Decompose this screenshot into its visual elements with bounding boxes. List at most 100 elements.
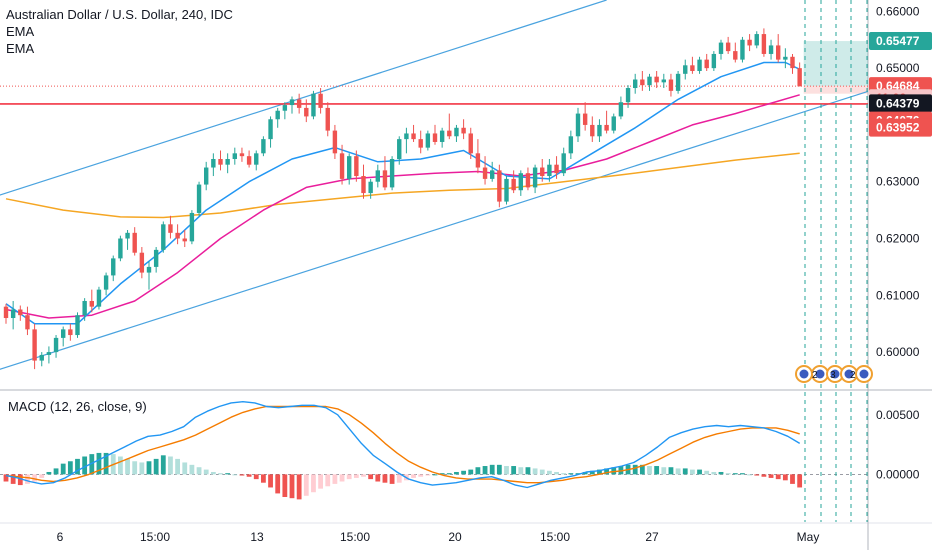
candle-body [532, 167, 538, 188]
candle [797, 62, 802, 87]
price-axis-tick: 0.60000 [876, 345, 920, 359]
candle [354, 150, 359, 182]
candle [747, 34, 752, 52]
macd-histogram-bar [439, 473, 445, 475]
candle [204, 161, 209, 191]
candle [711, 51, 717, 71]
macd-histogram-bar [589, 470, 595, 475]
candle-body [604, 124, 609, 131]
candle-body [718, 42, 724, 54]
candle-body [182, 238, 187, 242]
candle-body [289, 99, 295, 106]
ema-fast-line [5, 61, 801, 325]
candle-body [3, 306, 9, 319]
macd-pane [0, 401, 868, 500]
price-tag: 0.65477 [869, 32, 932, 51]
macd-histogram-bar [647, 466, 652, 475]
candle [640, 70, 645, 91]
macd-histogram-bar [203, 469, 209, 475]
candle [661, 73, 666, 89]
candle-body [382, 170, 388, 188]
candle [168, 215, 173, 239]
candle [647, 73, 652, 91]
macd-histogram-bar [353, 474, 359, 478]
candle-body [733, 51, 738, 60]
candle-body [103, 275, 109, 290]
candle-body [96, 289, 102, 307]
candle-body [175, 232, 180, 239]
candle-body [75, 315, 80, 336]
candle [582, 102, 588, 131]
macd-histogram-bar [253, 474, 259, 480]
macd-histogram-bar [618, 466, 624, 475]
price-tag: 0.63952 [869, 118, 932, 137]
position-target-zone [803, 41, 868, 87]
macd-histogram-bar [504, 466, 509, 475]
macd-histogram-bar [632, 464, 638, 475]
candle [540, 159, 545, 182]
candle [504, 176, 509, 205]
macd-histogram-bar [375, 474, 381, 482]
macd-legend: MACD (12, 26, close, 9) [8, 399, 147, 414]
macd-histogram-bar [118, 456, 123, 475]
macd-signal-line [5, 405, 800, 484]
candle-body [304, 107, 309, 117]
candle-body [625, 88, 631, 103]
candle-body [39, 354, 44, 361]
macd-histogram-bar [654, 466, 660, 475]
candle [547, 159, 552, 182]
event-flag-core [859, 369, 869, 379]
candle [633, 73, 638, 94]
candle [82, 298, 87, 321]
candle-body [711, 53, 717, 69]
price-tag-label: 0.65477 [876, 34, 920, 48]
candle [518, 170, 523, 196]
candle [339, 144, 345, 185]
macd-histogram-bar [754, 474, 760, 476]
candle-body [439, 130, 445, 142]
macd-histogram-bar [67, 461, 73, 475]
event-flag-core [799, 369, 809, 379]
candle-body [311, 93, 316, 117]
candle [733, 42, 738, 63]
macd-histogram-bar [82, 456, 88, 475]
candle [454, 124, 459, 142]
candle [111, 255, 116, 282]
candle-body [111, 258, 116, 276]
candle-body [10, 309, 16, 319]
candle [611, 113, 616, 134]
macd-histogram-bar [3, 474, 9, 482]
candle-body [153, 249, 159, 267]
macd-histogram-bar [210, 471, 216, 475]
candle [725, 36, 731, 54]
candle [761, 28, 767, 57]
candle [225, 153, 230, 174]
macd-histogram-bar [282, 474, 288, 497]
macd-histogram-bar [797, 474, 803, 488]
price-axis-tick: 0.66000 [876, 4, 920, 18]
candle-body [146, 266, 152, 273]
candle [268, 116, 273, 148]
candle-body [475, 153, 481, 168]
candle [325, 102, 330, 137]
macd-histogram-bar [160, 455, 166, 475]
candle-body [683, 65, 688, 74]
macd-histogram-bar [60, 463, 66, 475]
candle [447, 113, 452, 140]
macd-histogram-bar [275, 474, 281, 494]
ema-slow-line [5, 152, 800, 219]
macd-histogram-bar [361, 474, 366, 477]
candle [218, 150, 223, 171]
macd-histogram-bar [10, 474, 16, 484]
macd-histogram-bar [690, 469, 695, 475]
macd-histogram-bar [682, 468, 688, 475]
candle [118, 235, 123, 262]
candle-body [690, 65, 695, 71]
macd-histogram-bar [668, 467, 674, 475]
candle [318, 88, 323, 114]
macd-histogram-bar [525, 467, 531, 475]
candle-body [575, 113, 581, 137]
macd-histogram-bar [639, 464, 645, 475]
macd-histogram-bar [468, 469, 474, 475]
